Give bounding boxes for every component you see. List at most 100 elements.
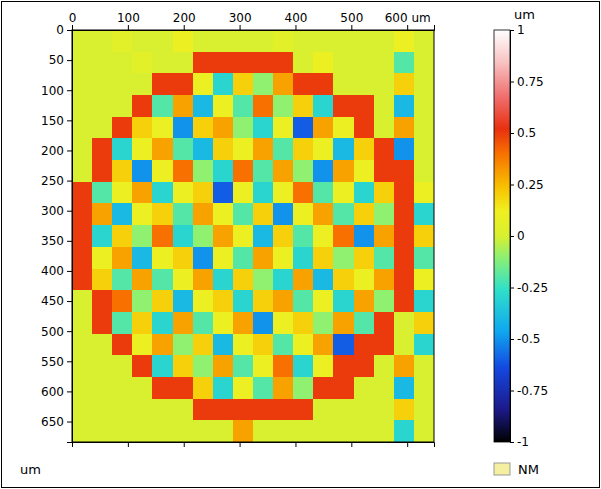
heatmap-cell xyxy=(313,73,334,95)
heatmap-cell xyxy=(152,182,173,204)
heatmap-cell xyxy=(173,420,194,442)
heatmap-cell xyxy=(313,138,334,160)
heatmap-cell xyxy=(152,73,173,95)
heatmap-cell xyxy=(193,377,214,399)
heatmap-cell xyxy=(333,269,354,291)
tick: 600 um xyxy=(385,11,431,30)
heatmap-cell xyxy=(173,160,194,182)
heatmap-cell xyxy=(354,73,375,95)
heatmap-cell xyxy=(414,30,434,52)
heatmap-cell xyxy=(273,355,294,377)
tick-mark xyxy=(67,120,72,121)
heatmap-cell xyxy=(253,73,274,95)
heatmap-cell xyxy=(213,355,234,377)
heatmap-cell xyxy=(72,95,93,117)
heatmap-cell xyxy=(213,247,234,269)
heatmap-cell xyxy=(233,160,254,182)
heatmap-cell xyxy=(333,95,354,117)
heatmap-cell xyxy=(193,247,214,269)
heatmap-cell xyxy=(152,138,173,160)
heatmap-cell xyxy=(293,225,314,247)
heatmap-cell xyxy=(132,138,153,160)
heatmap-cell xyxy=(92,420,113,442)
tick-label: 650 xyxy=(41,415,64,429)
heatmap-cell xyxy=(132,399,153,421)
tick-mark xyxy=(510,133,514,134)
tick-mark xyxy=(510,82,514,83)
tick-mark xyxy=(67,181,72,182)
heatmap-cell xyxy=(173,355,194,377)
heatmap-cell xyxy=(273,95,294,117)
heatmap-cell xyxy=(293,420,314,442)
heatmap-cell xyxy=(354,203,375,225)
tick xyxy=(240,442,241,447)
heatmap-cell xyxy=(152,377,173,399)
heatmap-cell xyxy=(72,290,93,312)
tick: -0.75 xyxy=(510,384,548,398)
heatmap-cell xyxy=(374,247,395,269)
tick-label: 200 xyxy=(173,11,196,25)
heatmap-cell xyxy=(253,312,274,334)
heatmap-cell xyxy=(354,334,375,356)
heatmap-cell xyxy=(213,52,234,74)
heatmap-cell xyxy=(112,355,133,377)
heatmap-cell xyxy=(313,182,334,204)
heatmap-cell xyxy=(193,30,214,52)
axis-line xyxy=(73,443,435,448)
tick: -0.5 xyxy=(510,332,540,346)
heatmap-cell xyxy=(72,160,93,182)
heatmap-cell xyxy=(92,117,113,139)
heatmap-cell xyxy=(394,355,415,377)
heatmap-cell xyxy=(293,290,314,312)
axis-line xyxy=(511,31,515,443)
heatmap-cell xyxy=(313,52,334,74)
outer-frame xyxy=(2,2,600,488)
heatmap-cell xyxy=(414,95,434,117)
heatmap-cell xyxy=(132,290,153,312)
heatmap-cell xyxy=(414,355,434,377)
heatmap-cell xyxy=(152,30,173,52)
heatmap-cell xyxy=(273,420,294,442)
heatmap-cell xyxy=(273,312,294,334)
heatmap-cell xyxy=(333,377,354,399)
heatmap-cell xyxy=(173,117,194,139)
heatmap-cell xyxy=(333,117,354,139)
heatmap-cell xyxy=(152,290,173,312)
tick-label: -0.25 xyxy=(517,281,548,295)
tick-mark xyxy=(407,25,408,30)
tick-label: 200 xyxy=(41,144,64,158)
heatmap-cell xyxy=(293,269,314,291)
heatmap-cell xyxy=(354,312,375,334)
heatmap-cell xyxy=(253,420,274,442)
heatmap-cell xyxy=(213,225,234,247)
heatmap-cell xyxy=(313,160,334,182)
heatmap-cell xyxy=(394,377,415,399)
heatmap-cell xyxy=(293,30,314,52)
heatmap-cell xyxy=(293,182,314,204)
tick-mark xyxy=(240,25,241,30)
tick-label: 0.75 xyxy=(517,75,544,89)
heatmap-cell xyxy=(414,182,434,204)
heatmap-cell xyxy=(213,203,234,225)
tick-label: 0 xyxy=(517,229,525,243)
heatmap-cell xyxy=(354,138,375,160)
heatmap-cell xyxy=(92,160,113,182)
heatmap-cell xyxy=(112,269,133,291)
tick: 500 xyxy=(340,11,363,30)
heatmap-cell xyxy=(313,420,334,442)
heatmap-cell xyxy=(233,182,254,204)
heatmap-cell xyxy=(132,334,153,356)
tick-mark xyxy=(67,271,72,272)
heatmap-cell xyxy=(313,95,334,117)
heatmap-cell xyxy=(333,334,354,356)
tick-mark xyxy=(67,90,72,91)
heatmap-cell xyxy=(394,225,415,247)
tick: 250 xyxy=(41,174,72,188)
tick-mark xyxy=(510,30,514,31)
heatmap-cell xyxy=(152,247,173,269)
heatmap-cell xyxy=(132,95,153,117)
tick-label: 100 xyxy=(41,84,64,98)
heatmap-cell xyxy=(173,138,194,160)
tick-mark xyxy=(67,60,72,61)
heatmap-cell xyxy=(233,420,254,442)
